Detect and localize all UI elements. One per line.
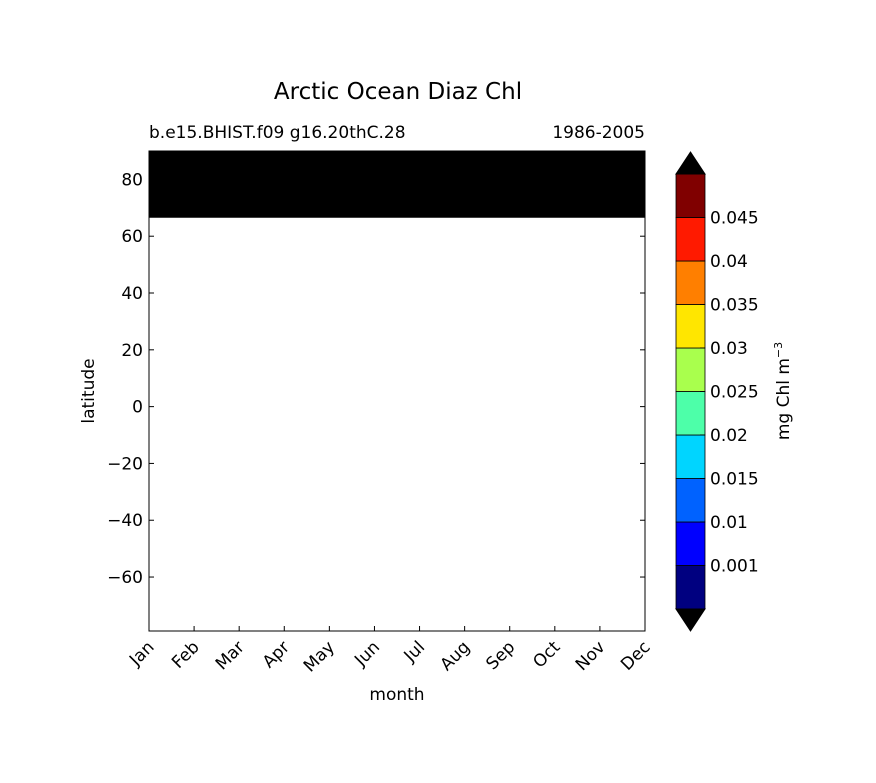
plot-area	[148, 150, 646, 632]
y-tick-label: −60	[107, 568, 143, 588]
chart-subtitle-left: b.e15.BHIST.f09 g16.20thC.28	[149, 123, 406, 143]
y-axis-label: latitude	[79, 358, 99, 423]
colorbar-tick-label: 0.045	[710, 209, 759, 229]
colorbar-label-text: mg Chl m	[774, 358, 794, 440]
x-tick-label: Sep	[482, 637, 519, 674]
colorbar-tick-label: 0.015	[710, 470, 759, 490]
x-tick-label: Jun	[350, 637, 384, 671]
colorbar-tick-label: 0.001	[710, 557, 759, 577]
x-tick-label: Jan	[125, 637, 158, 670]
colorbar-tick-label: 0.01	[710, 513, 748, 533]
x-tick-label: May	[300, 637, 339, 676]
chart-subtitle-right: 1986-2005	[552, 123, 645, 143]
colorbar-segment	[675, 304, 706, 349]
y-tick-label: 80	[121, 170, 143, 190]
y-tick-label: 0	[132, 398, 143, 418]
colorbar-segment	[675, 434, 706, 479]
x-tick-label: Aug	[437, 637, 475, 675]
x-axis-label: month	[369, 685, 424, 705]
y-tick-label: −40	[107, 511, 143, 531]
x-tick-label: Mar	[212, 637, 249, 674]
x-tick-label: Nov	[572, 637, 610, 675]
colorbar-segment	[675, 260, 706, 305]
colorbar: 0.001 0.01 0.015 0.02 0.025 0.03 0.035 0.04 0.04…	[675, 151, 759, 632]
x-tick-label: Feb	[168, 637, 203, 672]
plot-frame	[148, 150, 646, 632]
chart-title: Arctic Ocean Diaz Chl	[274, 79, 522, 105]
colorbar-tick-label: 0.04	[710, 252, 748, 272]
x-tick-label: Dec	[617, 637, 654, 674]
colorbar-tick-label: 0.03	[710, 339, 748, 359]
colorbar-extend-over	[675, 151, 706, 175]
x-tick-label: Oct	[529, 637, 564, 672]
y-tick-label: −20	[107, 454, 143, 474]
colorbar-segment	[675, 391, 706, 436]
colorbar-segment	[675, 173, 706, 218]
colorbar-label: mg Chl m−3	[772, 342, 794, 440]
x-tick-label: Jul	[400, 637, 429, 666]
x-axis: Jan Feb Mar Apr May Jun Jul Aug Sep Oct Nov Dec	[125, 151, 655, 676]
colorbar-extend-under	[675, 608, 706, 632]
y-axis: 80 60 40 20 0 −20 −40 −60	[107, 170, 645, 588]
x-tick-label: Apr	[259, 637, 294, 672]
y-tick-label: 20	[121, 341, 143, 361]
filled-region	[149, 151, 645, 218]
colorbar-segment	[675, 521, 706, 566]
colorbar-segment	[675, 347, 706, 392]
colorbar-tick-label: 0.02	[710, 426, 748, 446]
colorbar-tick-label: 0.025	[710, 383, 759, 403]
colorbar-tick-label: 0.035	[710, 296, 759, 316]
colorbar-segment	[675, 565, 706, 610]
colorbar-segment	[675, 478, 706, 523]
colorbar-segment	[675, 217, 706, 262]
y-tick-label: 60	[121, 227, 143, 247]
colorbar-label-superscript: −3	[772, 342, 785, 358]
y-tick-label: 40	[121, 284, 143, 304]
